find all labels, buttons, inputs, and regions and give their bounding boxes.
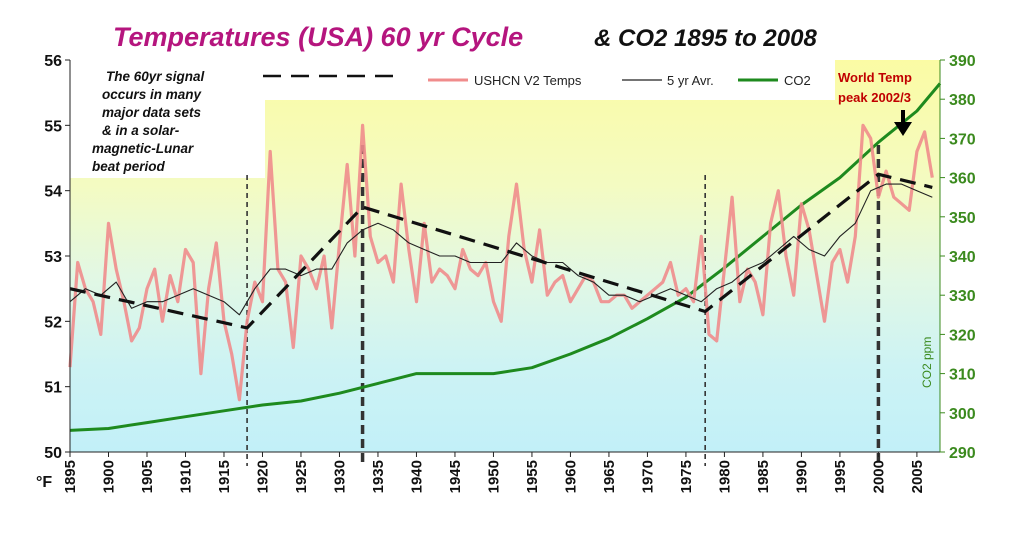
x-tick-label-1910: 1910 xyxy=(178,460,195,493)
series-line-avg xyxy=(69,183,933,316)
right-tick-label-300: 300 xyxy=(949,406,976,423)
left-tick-label-51: 51 xyxy=(44,380,62,397)
trend-dashed-line xyxy=(69,172,933,330)
legend-label-co2: CO2 xyxy=(784,73,811,88)
x-tick-label-1995: 1995 xyxy=(832,460,849,493)
left-unit-label: °F xyxy=(36,474,52,491)
legend-label-temps: USHCN V2 Temps xyxy=(474,73,582,88)
note-annotation: The 60yr signal occurs in many major dat… xyxy=(92,69,400,174)
right-tick-label-310: 310 xyxy=(949,367,976,384)
x-tick-label-1895: 1895 xyxy=(62,460,79,493)
right-tick-label-380: 380 xyxy=(949,92,976,109)
x-tick-label-1935: 1935 xyxy=(370,460,387,493)
x-tick-label-1950: 1950 xyxy=(486,460,503,493)
series-line-temps xyxy=(68,123,934,402)
x-tick-label-1970: 1970 xyxy=(639,460,656,493)
note-line-5: magnetic-Lunar xyxy=(92,141,194,156)
x-tick-label-1975: 1975 xyxy=(678,460,695,493)
x-tick-label-1915: 1915 xyxy=(216,460,233,493)
x-tick-label-1930: 1930 xyxy=(332,460,349,493)
note-panel xyxy=(70,60,265,178)
series-layer xyxy=(68,82,942,432)
x-tick-label-1920: 1920 xyxy=(255,460,272,493)
note-line-6: beat period xyxy=(92,159,166,174)
peak-line-1: World Temp xyxy=(838,70,912,85)
left-tick-label-53: 53 xyxy=(44,249,62,266)
note-line-3: major data sets xyxy=(102,105,202,120)
right-tick-label-370: 370 xyxy=(949,131,976,148)
x-tick-label-1965: 1965 xyxy=(601,460,618,493)
left-tick-label-55: 55 xyxy=(44,118,62,135)
x-axis-ticks: 1895 1900 1905 1910 1915 1920 1925 1930 1935 1940… xyxy=(62,452,926,493)
right-tick-label-350: 350 xyxy=(949,210,976,227)
x-tick-label-1900: 1900 xyxy=(101,460,118,493)
legend-label-avg: 5 yr Avr. xyxy=(667,73,714,88)
right-tick-label-330: 330 xyxy=(949,288,976,305)
peak-annotation: World Temp peak 2002/3 xyxy=(838,70,912,136)
note-line-4: & in a solar- xyxy=(102,123,180,138)
right-axis-ticks: 290 300 310 320 330 340 350 360 370 380 390 xyxy=(940,53,976,462)
right-tick-label-360: 360 xyxy=(949,171,976,188)
x-tick-label-1945: 1945 xyxy=(447,460,464,493)
x-tick-label-1905: 1905 xyxy=(139,460,156,493)
legend: USHCN V2 Temps 5 yr Avr. CO2 xyxy=(428,73,811,88)
note-line-2: occurs in many xyxy=(102,87,203,102)
left-tick-label-54: 54 xyxy=(44,184,62,201)
series-line-co2 xyxy=(69,82,942,432)
x-tick-label-1940: 1940 xyxy=(409,460,426,493)
note-line-1: The 60yr signal xyxy=(106,69,205,84)
trend-layer xyxy=(69,172,933,330)
right-axis-label: CO2 ppm xyxy=(920,337,934,388)
x-tick-label-1980: 1980 xyxy=(716,460,733,493)
x-tick-label-1990: 1990 xyxy=(793,460,810,493)
left-tick-label-56: 56 xyxy=(44,53,62,70)
left-tick-label-50: 50 xyxy=(44,445,62,462)
right-tick-label-290: 290 xyxy=(949,445,976,462)
right-tick-label-320: 320 xyxy=(949,327,976,344)
right-tick-label-340: 340 xyxy=(949,249,976,266)
x-tick-label-2005: 2005 xyxy=(909,460,926,493)
left-axis-ticks: 50 51 52 53 54 55 56 xyxy=(44,53,70,462)
chart-title: Temperatures (USA) 60 yr Cycle xyxy=(113,22,523,52)
chart-subtitle: & CO2 1895 to 2008 xyxy=(594,25,817,52)
x-tick-label-2000: 2000 xyxy=(870,460,887,493)
x-tick-label-1925: 1925 xyxy=(293,460,310,493)
left-tick-label-52: 52 xyxy=(44,314,62,331)
right-tick-label-390: 390 xyxy=(949,53,976,70)
peak-arrow-head xyxy=(894,122,912,136)
peak-line-2: peak 2002/3 xyxy=(838,90,911,105)
x-tick-label-1960: 1960 xyxy=(562,460,579,493)
x-tick-label-1985: 1985 xyxy=(755,460,772,493)
x-tick-label-1955: 1955 xyxy=(524,460,541,493)
